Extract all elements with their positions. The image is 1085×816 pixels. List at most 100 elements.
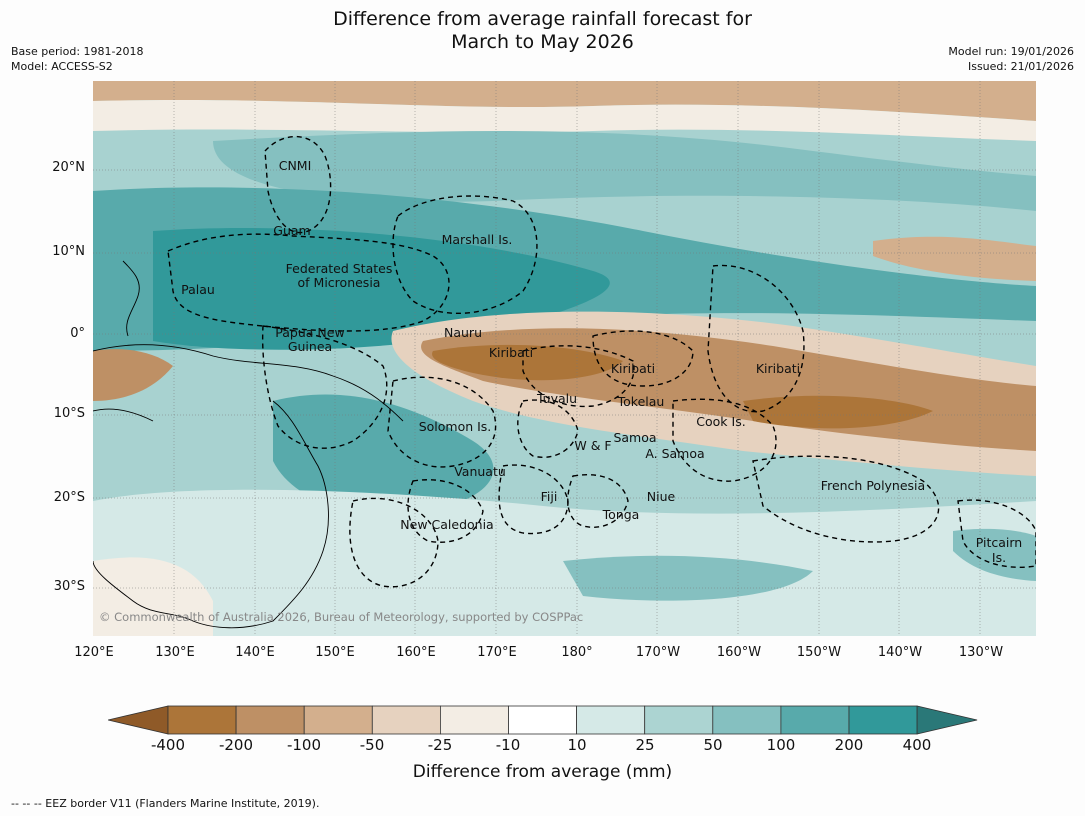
label-png-1: Papua New <box>275 325 344 340</box>
lon-tick-130e: 130°E <box>155 645 195 660</box>
label-kiribati-west: Kiribati <box>489 345 533 360</box>
lon-tick-160w: 160°W <box>716 645 762 660</box>
colorbar-segment-1 <box>167 705 237 735</box>
colorbar-segment-5 <box>439 705 509 735</box>
model-run: Model run: 19/01/2026 <box>948 45 1074 58</box>
label-tonga: Tonga <box>602 507 640 522</box>
colorbar-segment-10 <box>780 705 850 735</box>
colorbar-segment-11 <box>848 705 918 735</box>
meta-right: Model run: 19/01/2026 Issued: 21/01/2026 <box>948 44 1074 74</box>
cb-label-11: 400 <box>902 736 932 754</box>
label-fsm-2: of Micronesia <box>298 275 381 290</box>
map-title: Difference from average rainfall forecas… <box>0 8 1085 54</box>
cb-label-5: -10 <box>495 736 521 754</box>
colorbar-segments <box>108 705 978 735</box>
colorbar <box>108 705 978 735</box>
label-fsm-1: Federated States <box>286 261 393 276</box>
colorbar-extend-low <box>108 705 169 735</box>
eez-fsm <box>167 233 450 332</box>
dry-core-west <box>432 344 623 381</box>
lat-tick-0: 0° <box>70 326 85 341</box>
label-pitcairn-2: Is. <box>992 550 1006 565</box>
colorbar-segment-7 <box>576 705 646 735</box>
lon-tick-150e: 150°E <box>315 645 355 660</box>
model-name: Model: ACCESS-S2 <box>11 60 113 73</box>
eez-kiribati-phoenix <box>592 330 694 387</box>
eez-fiji <box>498 464 569 535</box>
label-new-caledonia: New Caledonia <box>400 517 493 532</box>
label-fiji: Fiji <box>541 489 558 504</box>
lat-tick-10n: 10°N <box>52 244 85 259</box>
label-niue: Niue <box>647 489 676 504</box>
meta-left: Base period: 1981-2018 Model: ACCESS-S2 <box>11 44 143 74</box>
colorbar-segment-3 <box>303 705 373 735</box>
lon-tick-180: 180° <box>561 645 593 660</box>
cb-label-0: -400 <box>150 736 186 754</box>
label-samoa: Samoa <box>613 430 656 445</box>
colorbar-segment-9 <box>712 705 782 735</box>
label-tuvalu: Tuvalu <box>536 391 577 406</box>
wet-south-patch <box>563 555 813 601</box>
base-period: Base period: 1981-2018 <box>11 45 144 58</box>
eez-footnote: -- -- -- EEZ border V11 (Flanders Marine… <box>11 797 320 810</box>
lat-tick-10s: 10°S <box>53 406 85 421</box>
colorbar-segment-2 <box>235 705 305 735</box>
eez-solomon <box>387 376 497 468</box>
label-french-polynesia: French Polynesia <box>821 478 925 493</box>
lon-tick-170w: 170°W <box>635 645 681 660</box>
cb-label-1: -200 <box>218 736 254 754</box>
wet-band-north <box>213 131 1036 211</box>
lon-tick-120e: 120°E <box>74 645 114 660</box>
label-american-samoa: A. Samoa <box>645 446 704 461</box>
cb-label-3: -50 <box>359 736 385 754</box>
lat-tick-20s: 20°S <box>53 490 85 505</box>
title-line-2: March to May 2026 <box>451 31 634 53</box>
coastlines <box>93 260 404 629</box>
label-nauru: Nauru <box>444 325 482 340</box>
lat-tick-20n: 20°N <box>52 160 85 175</box>
eez-tonga <box>567 474 629 528</box>
label-pitcairn-1: Pitcairn <box>976 535 1022 550</box>
neutral-southwest <box>93 557 213 636</box>
eez-borders <box>167 135 1036 588</box>
eez-kiribati-west <box>522 345 635 408</box>
colorbar-segment-8 <box>644 705 714 735</box>
lat-tick-30s: 30°S <box>53 579 85 594</box>
eez-kiribati-line <box>707 264 805 413</box>
dry-maritime <box>93 349 173 401</box>
cb-label-6: 10 <box>567 736 587 754</box>
cb-label-7: 25 <box>635 736 655 754</box>
eez-new-caledonia <box>349 497 439 588</box>
label-cook: Cook Is. <box>696 414 745 429</box>
colorbar-segment-4 <box>371 705 441 735</box>
cb-label-2: -100 <box>286 736 322 754</box>
dry-tongue-north <box>873 236 1036 281</box>
eez-cnmi <box>264 135 332 234</box>
label-tokelau: Tokelau <box>617 394 665 409</box>
copyright-text: © Commonwealth of Australia 2026, Bureau… <box>99 610 583 624</box>
neutral-band-north <box>93 99 1036 141</box>
eez-vanuatu <box>407 479 484 543</box>
label-vanuatu: Vanuatu <box>454 464 506 479</box>
lon-tick-170e: 170°E <box>477 645 517 660</box>
wet-southeast-patch <box>953 528 1036 581</box>
label-png-2: Guinea <box>288 339 332 354</box>
eez-marshall <box>392 195 538 315</box>
eez-pitcairn <box>957 499 1036 568</box>
title-line-1: Difference from average rainfall forecas… <box>333 8 752 30</box>
cb-label-8: 50 <box>703 736 723 754</box>
eez-png <box>261 325 388 449</box>
label-kiribati-east: Kiribati <box>756 361 800 376</box>
issued-date: Issued: 21/01/2026 <box>967 60 1074 73</box>
dry-band-north <box>93 81 1036 121</box>
colorbar-title: Difference from average (mm) <box>412 762 673 782</box>
cb-label-10: 200 <box>834 736 864 754</box>
label-kiribati-central: Kiribati <box>611 361 655 376</box>
eez-french-polynesia <box>752 455 940 543</box>
region-labels: CNMI Guam Marshall Is. Palau Federated S… <box>181 158 1022 565</box>
lon-tick-150w: 150°W <box>796 645 842 660</box>
lon-tick-130w: 130°W <box>958 645 1004 660</box>
label-solomon: Solomon Is. <box>419 419 492 434</box>
label-palau: Palau <box>181 282 215 297</box>
label-marshall: Marshall Is. <box>442 232 513 247</box>
